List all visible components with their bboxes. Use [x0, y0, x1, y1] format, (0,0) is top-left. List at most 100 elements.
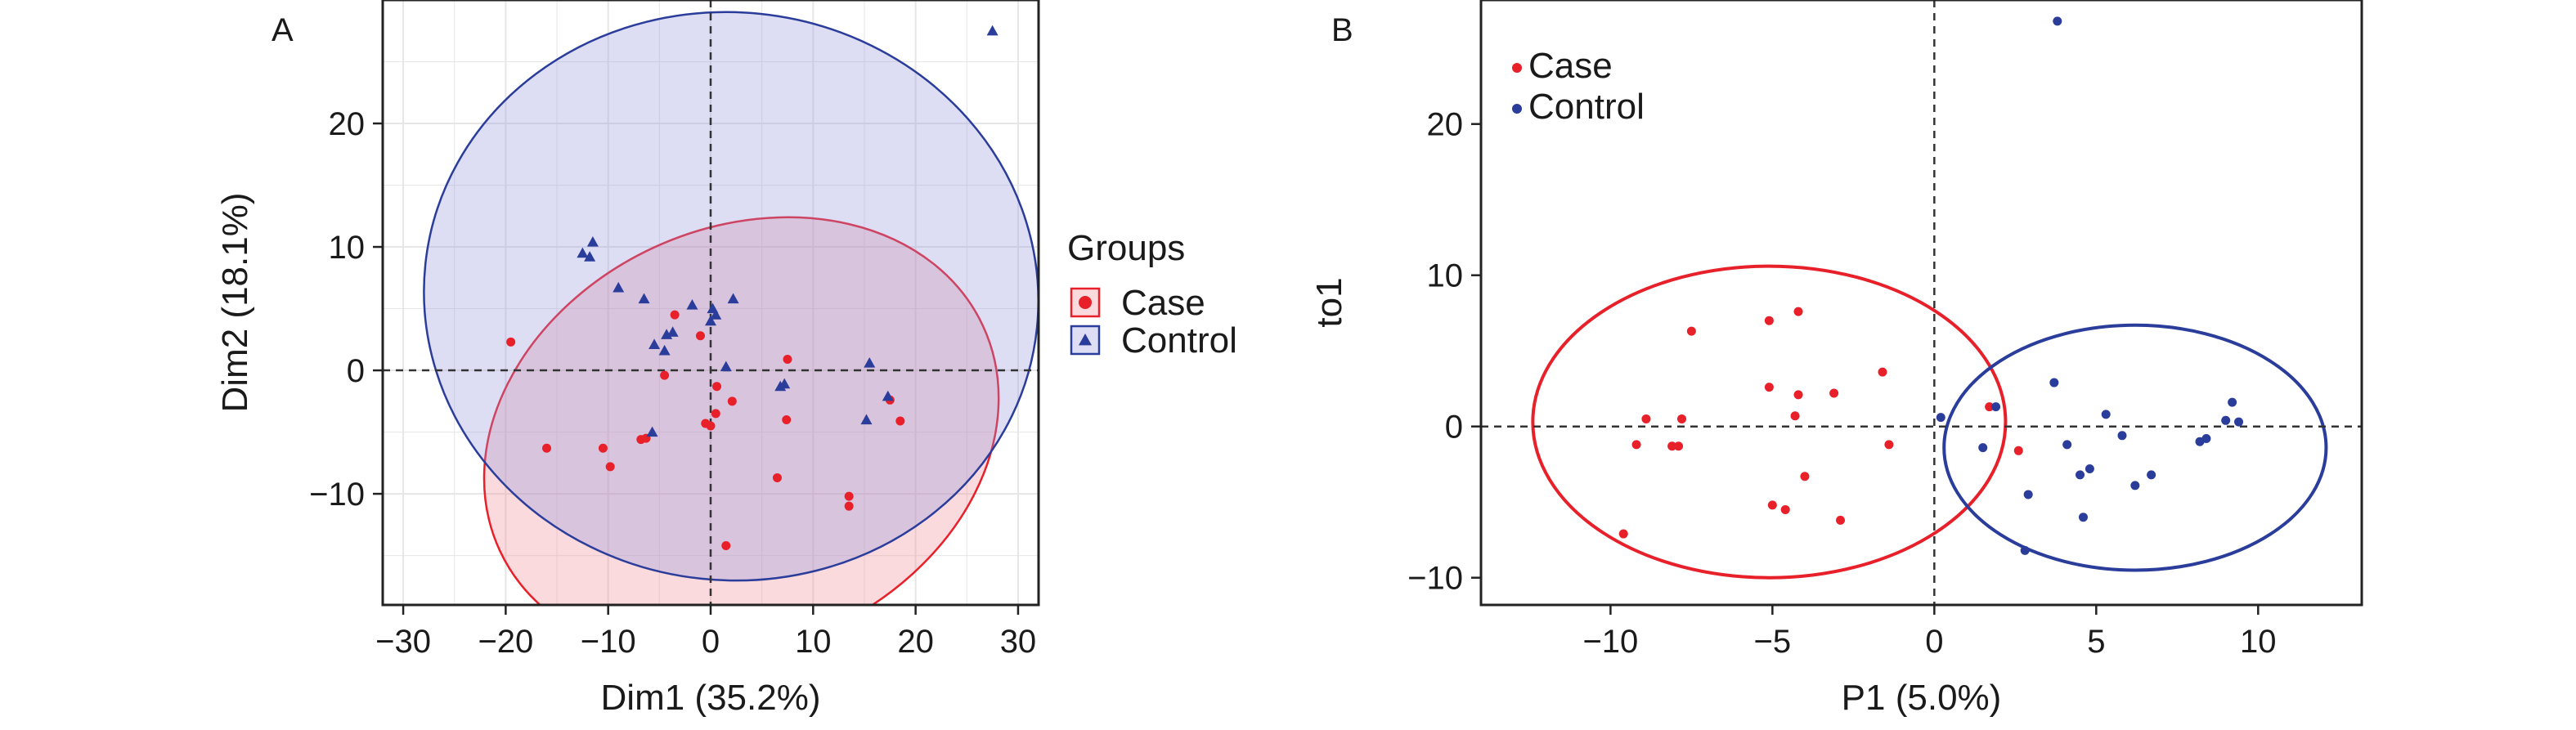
point-control	[2228, 397, 2237, 407]
point-control	[586, 236, 599, 247]
confidence-ellipses	[423, 11, 1039, 605]
y-tick-label: 0	[1445, 410, 1463, 446]
y-tick-label: 0	[347, 353, 365, 389]
point-control	[2201, 434, 2211, 443]
point-control	[986, 25, 999, 36]
legend-marker-case	[1079, 296, 1092, 309]
point-case	[1884, 440, 1894, 450]
point-control	[686, 299, 698, 310]
point-control	[638, 293, 650, 304]
point-case	[1764, 383, 1774, 392]
point-case	[782, 414, 792, 424]
y-tick-label: 20	[329, 106, 366, 142]
point-case	[706, 421, 716, 431]
x-tick-label: 30	[1000, 624, 1037, 660]
point-control	[2023, 490, 2033, 499]
point-case	[844, 491, 854, 501]
point-control	[864, 357, 876, 368]
point-control	[882, 390, 894, 401]
x-tick-label: 10	[2240, 624, 2277, 660]
x-tick-label: −10	[581, 624, 636, 660]
y-tick-label: 20	[1427, 107, 1464, 143]
point-control	[1991, 402, 2001, 412]
point-control	[2020, 545, 2030, 555]
legend-marker-case	[1512, 63, 1522, 73]
chart-panel-a: −30 −20 −10 0 10 20 30 −10 0 10 20 Dim1 (35.2%) Dim2…	[215, 0, 1237, 718]
x-tick-label: 0	[702, 624, 720, 660]
point-case	[783, 354, 792, 364]
point-case	[2013, 446, 2023, 455]
point-case	[1790, 411, 1800, 421]
y-tick-label: 10	[329, 230, 366, 266]
point-control	[2147, 470, 2156, 480]
point-control	[860, 414, 873, 425]
y-axis-label: to1	[1309, 277, 1349, 327]
x-tick-label: −30	[375, 624, 431, 660]
point-control	[779, 378, 791, 389]
plot-frame	[1479, 0, 2363, 607]
point-control	[2085, 464, 2094, 473]
ellipse-control	[423, 11, 1039, 582]
data-points	[1618, 16, 2244, 555]
point-case	[1764, 316, 1774, 325]
point-case	[1641, 414, 1651, 423]
point-case	[1878, 367, 1887, 377]
point-case	[695, 331, 705, 341]
legend-title: Groups	[1067, 228, 1185, 268]
data-points	[506, 25, 999, 551]
point-case	[1686, 326, 1696, 336]
point-control	[2117, 431, 2127, 441]
point-case	[1618, 529, 1628, 539]
point-case	[895, 416, 905, 426]
legend-label-case: Case	[1121, 283, 1205, 323]
point-case	[727, 396, 737, 406]
point-control	[1978, 443, 1988, 453]
point-control	[613, 281, 625, 293]
point-case	[1674, 441, 1684, 451]
point-control	[2234, 417, 2244, 427]
point-case	[1836, 515, 1846, 525]
x-tick-label: −20	[478, 624, 533, 660]
point-case	[1780, 504, 1790, 514]
point-case	[1767, 500, 1777, 510]
legend-swatch-control	[1070, 325, 1101, 356]
x-axis-label: P1 (5.0%)	[1842, 678, 2002, 718]
point-case	[1676, 414, 1686, 423]
point-case	[542, 443, 551, 453]
point-control	[666, 326, 679, 337]
point-case	[1793, 390, 1803, 400]
x-tick-label: 0	[1925, 624, 1943, 660]
x-tick-label: −5	[1754, 624, 1792, 660]
point-case	[712, 382, 722, 392]
point-case	[711, 409, 720, 419]
x-axis-label: Dim1 (35.2%)	[601, 678, 821, 718]
point-control	[705, 315, 716, 326]
point-control	[2062, 440, 2072, 450]
point-case	[1800, 472, 1810, 481]
legend-label-case: Case	[1528, 46, 1613, 86]
point-case	[506, 337, 516, 347]
point-case	[844, 501, 854, 511]
point-control	[2053, 16, 2062, 26]
point-control	[1936, 413, 1945, 423]
legend-marker-control	[1079, 334, 1092, 346]
point-control	[2049, 378, 2059, 387]
point-control	[727, 293, 739, 304]
y-axis-label: Dim2 (18.1%)	[215, 193, 255, 413]
panel-label: A	[272, 12, 294, 48]
x-tick-label: −10	[1582, 624, 1638, 660]
point-control	[584, 251, 596, 262]
x-tick-label: 5	[2087, 624, 2105, 660]
point-control	[2130, 481, 2140, 490]
point-case	[1829, 388, 1839, 398]
point-case	[1793, 307, 1803, 316]
y-tick-label: −10	[1407, 561, 1463, 597]
point-control	[648, 338, 661, 349]
legend-label-control: Control	[1121, 320, 1237, 361]
point-control	[658, 344, 671, 356]
legend-marker-control	[1512, 104, 1522, 114]
point-control	[710, 309, 722, 320]
point-case	[1667, 441, 1677, 451]
